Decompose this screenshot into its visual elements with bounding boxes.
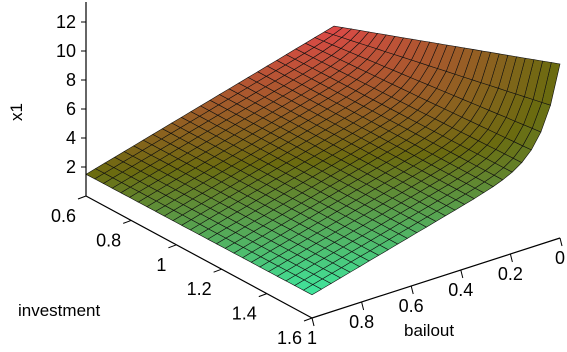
x-tick-label: 1 [156, 255, 166, 275]
z-tick-label: 10 [56, 41, 76, 61]
x-axis-title: investment [18, 301, 100, 320]
x-tick-mark [213, 268, 222, 273]
y-tick-label: 1 [307, 328, 317, 348]
y-tick-mark [509, 253, 513, 263]
y-tick-label: 0.8 [349, 312, 374, 332]
y-tick-mark [460, 269, 464, 279]
x-axis-line [85, 195, 313, 319]
x-tick-label: 1.6 [277, 328, 302, 348]
z-axis: 2 4 6 8 10 12 x1 [7, 2, 87, 196]
y-tick-mark [361, 301, 365, 311]
x-tick-mark [168, 244, 177, 249]
x-axis: 0.6 0.8 1 1.2 1.4 1.6 investment [18, 195, 313, 348]
y-tick-mark [559, 237, 563, 247]
y-axis-line [311, 237, 561, 319]
z-tick-label: 2 [66, 157, 76, 177]
surface-mesh [85, 25, 561, 296]
y-tick-label: 0.6 [399, 296, 424, 316]
z-tick-label: 6 [66, 99, 76, 119]
x-tick-mark [77, 195, 87, 200]
x-tick-label: 0.8 [96, 230, 121, 250]
z-tick-label: 8 [66, 70, 76, 90]
y-tick-label: 0.2 [498, 264, 523, 284]
x-tick-label: 1.4 [232, 304, 257, 324]
y-tick-label: 0.4 [448, 280, 473, 300]
x-tick-mark [258, 293, 267, 298]
y-axis-title: bailout [404, 321, 454, 340]
x-tick-mark [123, 219, 132, 224]
y-tick-label: 0 [555, 248, 565, 268]
y-tick-mark [311, 317, 315, 327]
y-axis: 0 0.2 0.4 0.6 0.8 1 bailout [307, 237, 565, 348]
y-tick-mark [410, 285, 414, 295]
x-tick-label: 1.2 [187, 279, 212, 299]
x-tick-label: 0.6 [51, 206, 76, 226]
z-tick-label: 4 [66, 128, 76, 148]
z-tick-label: 12 [56, 12, 76, 32]
z-axis-title: x1 [7, 103, 26, 121]
x-tick-mark [303, 317, 313, 322]
surface-cell [323, 25, 344, 35]
